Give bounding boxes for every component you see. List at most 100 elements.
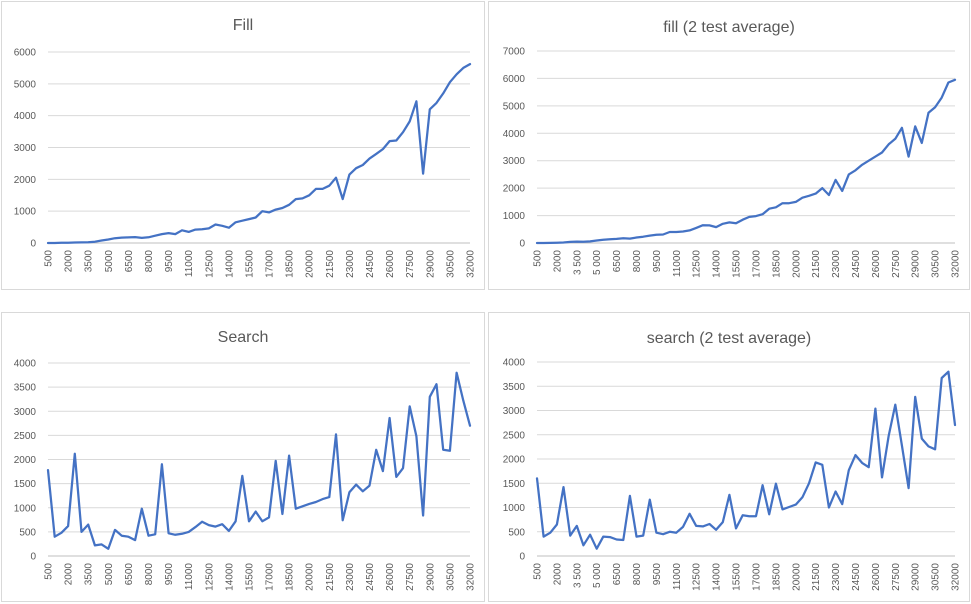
x-tick-label: 3500 (84, 563, 95, 586)
x-tick-label: 12500 (692, 563, 703, 591)
data-point (281, 207, 283, 209)
data-point (375, 153, 377, 155)
x-tick-label: 27500 (891, 250, 902, 278)
data-point (907, 487, 909, 489)
x-tick-label: 27500 (405, 563, 416, 591)
data-point (114, 529, 116, 531)
data-point (954, 79, 956, 81)
data-point (167, 532, 169, 534)
x-tick-label: 8000 (144, 250, 155, 273)
data-point (934, 448, 936, 450)
data-point (688, 229, 690, 231)
data-point (854, 454, 856, 456)
data-point (874, 155, 876, 157)
data-point (682, 526, 684, 528)
data-point (375, 449, 377, 451)
data-point (881, 151, 883, 153)
data-point (808, 482, 810, 484)
chart-search-average[interactable]: search (2 test average) 0 500 1000 1500 2000 2… (488, 312, 970, 602)
data-point (154, 533, 156, 535)
x-tick-label: 14000 (712, 250, 723, 278)
data-point (735, 222, 737, 224)
y-tick-label: 5000 (14, 79, 37, 90)
data-point (748, 515, 750, 517)
data-point (382, 148, 384, 150)
x-tick-label: 27500 (891, 563, 902, 591)
data-point (47, 242, 49, 244)
x-tick-label: 11000 (184, 563, 195, 591)
data-point (642, 236, 644, 238)
data-point (60, 242, 62, 244)
data-point (596, 239, 598, 241)
data-point (409, 120, 411, 122)
data-point (669, 531, 671, 533)
data-point (295, 198, 297, 200)
chart-fill[interactable]: Fill 0 1000 2000 3000 4000 5000 6000 500 2000 3500… (1, 1, 485, 290)
data-point (556, 523, 558, 525)
data-point (388, 417, 390, 419)
data-point (582, 544, 584, 546)
data-point (722, 521, 724, 523)
x-tick-label: 24500 (365, 250, 376, 278)
data-point (801, 496, 803, 498)
data-point (808, 195, 810, 197)
chart-search[interactable]: Search 0 500 1000 1500 2000 2500 3000 3500 4000 50… (1, 312, 485, 602)
data-point (342, 198, 344, 200)
data-point (761, 213, 763, 215)
x-tick-label: 9500 (164, 563, 175, 586)
data-point (248, 218, 250, 220)
data-point (455, 73, 457, 75)
data-point (134, 539, 136, 541)
data-point (355, 167, 357, 169)
data-point (901, 444, 903, 446)
y-tick-label: 1500 (503, 479, 526, 490)
data-point (622, 539, 624, 541)
data-point (615, 238, 617, 240)
x-tick-label: 5 000 (592, 250, 603, 275)
data-point (742, 219, 744, 221)
data-point (435, 102, 437, 104)
data-point (788, 202, 790, 204)
series-line (46, 62, 472, 245)
data-point (675, 231, 677, 233)
x-tick-label: 9500 (652, 250, 663, 273)
data-point (147, 535, 149, 537)
y-tick-label: 4000 (503, 358, 526, 369)
data-point (642, 534, 644, 536)
data-point (288, 204, 290, 206)
data-point (449, 81, 451, 83)
data-point (80, 531, 82, 533)
x-tick-label: 500 (533, 563, 544, 580)
x-tick-label: 2000 (64, 250, 75, 273)
data-point (348, 173, 350, 175)
data-point (147, 236, 149, 238)
x-tick-label: 12500 (204, 250, 215, 278)
y-tick-label: 2500 (503, 430, 526, 441)
chart-fill-average[interactable]: fill (2 test average) 0 1000 2000 3000 4000 50… (488, 1, 970, 290)
x-tick-label: 18500 (771, 563, 782, 591)
x-tick-label: 11000 (672, 250, 683, 278)
data-point (355, 483, 357, 485)
data-point (121, 535, 123, 537)
x-tick-label: 500 (44, 563, 55, 580)
data-point (469, 63, 471, 65)
data-point (301, 505, 303, 507)
x-tick-label: 32000 (466, 250, 477, 278)
data-point (402, 467, 404, 469)
data-point (241, 220, 243, 222)
x-tick-label: 8000 (632, 250, 643, 273)
y-tick-label: 0 (519, 239, 525, 250)
data-point (455, 372, 457, 374)
data-point (268, 516, 270, 518)
data-point (894, 138, 896, 140)
data-point (422, 514, 424, 516)
data-point (702, 525, 704, 527)
y-tick-label: 3500 (14, 383, 37, 394)
data-point (201, 521, 203, 523)
x-tick-label: 15500 (244, 563, 255, 591)
data-point (409, 405, 411, 407)
x-tick-label: 20000 (791, 250, 802, 278)
x-tick-label: 32000 (466, 563, 477, 591)
x-tick-label: 8000 (632, 563, 643, 586)
